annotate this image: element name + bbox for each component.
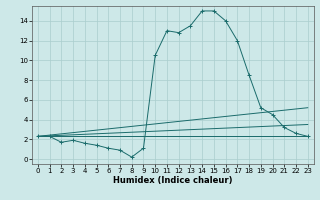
X-axis label: Humidex (Indice chaleur): Humidex (Indice chaleur)	[113, 176, 233, 185]
